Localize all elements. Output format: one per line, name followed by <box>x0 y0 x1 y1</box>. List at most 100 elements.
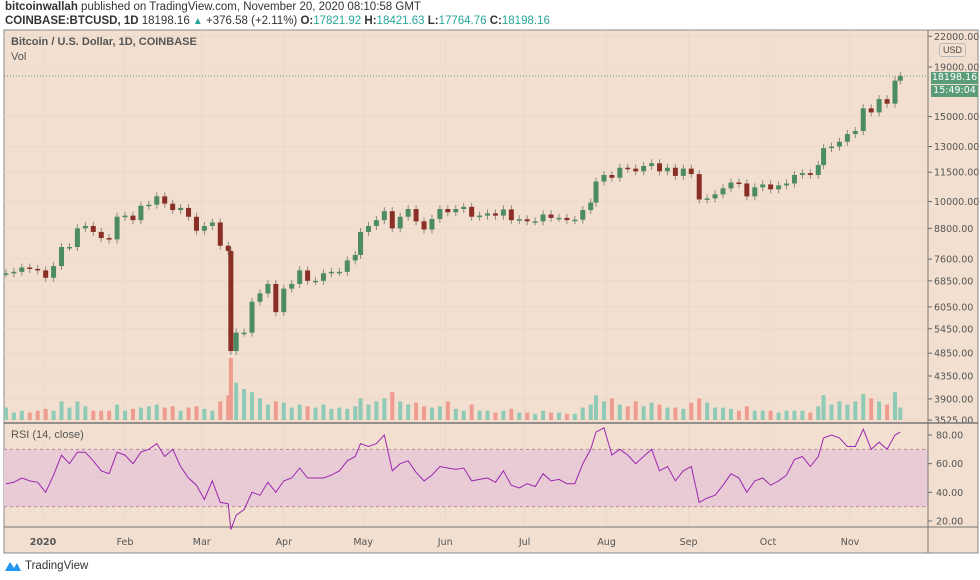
rsi-tick-label: 60.00 <box>936 459 963 470</box>
volume-bar <box>11 412 16 420</box>
y-tick-label: 6050.00 <box>934 302 973 313</box>
candle <box>625 163 631 173</box>
candle <box>688 164 694 179</box>
candle-body <box>720 188 726 195</box>
x-tick-label: Feb <box>117 537 134 548</box>
candle <box>241 328 247 337</box>
candle <box>405 205 411 221</box>
volume-bar <box>681 408 686 420</box>
y-tick-label: 4350.00 <box>934 372 973 383</box>
candle <box>320 269 326 285</box>
candle <box>146 200 152 210</box>
volume-bar <box>186 407 191 420</box>
volume-bar <box>705 402 710 420</box>
candle-body <box>98 231 104 239</box>
volume-bar <box>760 410 765 420</box>
author[interactable]: bitcoinwallah <box>5 1 78 13</box>
vol-legend: Vol <box>11 51 27 63</box>
candle <box>19 263 25 276</box>
volume-bar <box>601 401 606 420</box>
candle <box>265 279 271 298</box>
publish-info: bitcoinwallah published on TradingView.c… <box>5 1 421 14</box>
chart-canvas[interactable]: 22000.00 19000.00 15000.00 13000.00 11500.00… <box>0 0 980 556</box>
candle-body <box>807 173 813 175</box>
candle <box>193 212 199 235</box>
candle <box>556 213 562 222</box>
candle-body <box>154 196 160 205</box>
candle-body <box>106 238 112 240</box>
candle <box>249 297 255 337</box>
volume-bar <box>728 408 733 420</box>
candle-body <box>524 219 530 222</box>
candle-body <box>704 198 710 200</box>
volume-bar <box>305 406 310 420</box>
volume-bar <box>713 407 718 420</box>
candle-body <box>146 204 152 207</box>
x-tick-label: Aug <box>597 537 616 548</box>
candle-body <box>74 228 80 247</box>
volume-bar <box>469 404 474 420</box>
candle-body <box>657 163 663 172</box>
candle <box>114 212 120 244</box>
volume-bar <box>885 404 890 420</box>
volume-bar <box>588 404 593 420</box>
volume-bar <box>437 406 442 420</box>
candle <box>776 181 782 194</box>
x-tick-label: Nov <box>841 537 860 548</box>
candle-body <box>273 283 279 313</box>
candle <box>305 266 311 285</box>
candle-body <box>601 174 607 182</box>
volume-bar <box>509 408 514 420</box>
tradingview-logo[interactable]: TradingView <box>4 559 88 573</box>
volume-bar <box>374 401 379 420</box>
close-label: C: <box>489 15 502 27</box>
last-price-label: 18198.16 <box>931 72 978 84</box>
candle <box>852 127 858 139</box>
candle-body <box>641 165 647 172</box>
currency-button[interactable]: USD <box>939 43 967 57</box>
candle-body <box>352 254 358 261</box>
volume-bar <box>784 410 789 420</box>
volume-bar <box>641 406 646 420</box>
candle-body <box>186 207 192 217</box>
volume-bar <box>99 410 104 420</box>
candle-body <box>170 203 176 211</box>
chart-title: Bitcoin / U.S. Dollar, 1D, COINBASE <box>11 36 197 48</box>
candle-body <box>217 222 223 246</box>
candle-body <box>868 108 874 113</box>
volume-bar <box>146 406 151 420</box>
candle-body <box>876 99 882 113</box>
volume-bar <box>845 404 850 420</box>
volume-bar <box>281 402 286 420</box>
volume-bar <box>337 407 342 420</box>
candle-body <box>625 167 631 170</box>
candle <box>445 205 451 217</box>
candle-body <box>305 270 311 281</box>
last-price: 18198.16 <box>141 15 190 27</box>
volume-bar <box>564 413 569 420</box>
candle <box>485 209 491 220</box>
candle <box>672 163 678 180</box>
candle-body <box>445 209 451 213</box>
candle-body <box>193 216 199 231</box>
candle-body <box>453 209 459 213</box>
candle-body <box>860 108 866 132</box>
candle <box>297 266 303 288</box>
candle-body <box>289 283 295 289</box>
high-value: 18421.63 <box>376 15 425 27</box>
candle-body <box>799 173 805 175</box>
candle <box>389 207 395 233</box>
candle-body <box>19 267 25 272</box>
candle-body <box>297 270 303 284</box>
volume-bar <box>19 410 24 420</box>
candle-body <box>784 183 790 186</box>
open-label: O: <box>300 15 314 27</box>
x-tick-label: Jul <box>518 537 530 548</box>
candle <box>791 170 797 188</box>
candle <box>373 216 379 230</box>
candle <box>680 164 686 180</box>
candle <box>381 207 387 225</box>
volume-bar <box>869 398 874 420</box>
candle-body <box>593 181 599 203</box>
volume-bar <box>525 412 530 420</box>
